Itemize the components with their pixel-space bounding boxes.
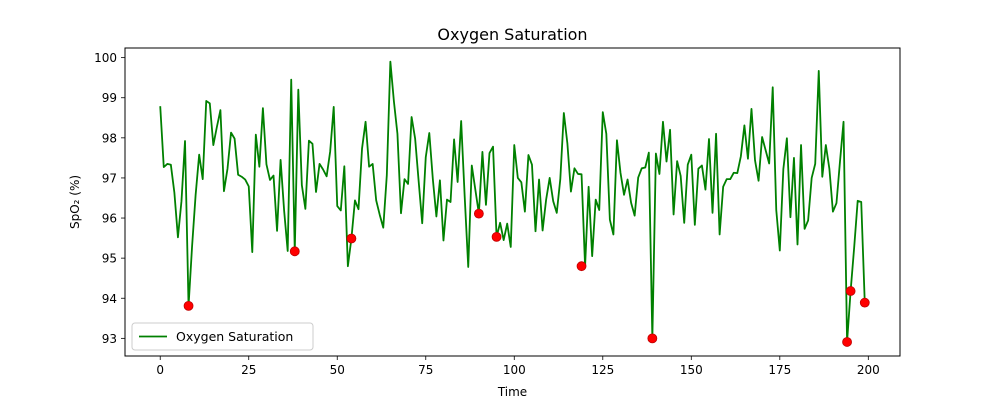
- y-axis-label: SpO₂ (%): [68, 175, 82, 229]
- highlight-point: [473, 208, 484, 219]
- x-axis-ticks: 0 25 50 75 100 125 150 175 200: [156, 356, 880, 377]
- highlight-point: [859, 297, 870, 308]
- highlight-point: [842, 337, 852, 347]
- x-tick-label: 125: [591, 363, 614, 377]
- marker-layer: [183, 208, 870, 347]
- x-tick-label: 150: [680, 363, 703, 377]
- chart-title: Oxygen Saturation: [437, 25, 587, 44]
- y-tick-label: 95: [102, 252, 117, 266]
- y-tick-label: 99: [102, 91, 117, 105]
- legend: Oxygen Saturation: [131, 322, 314, 351]
- highlight-point: [183, 300, 194, 311]
- x-tick-label: 175: [768, 363, 791, 377]
- highlight-point: [491, 231, 502, 242]
- highlight-point: [845, 286, 856, 296]
- highlight-point: [289, 246, 300, 257]
- y-tick-label: 98: [102, 131, 117, 145]
- y-tick-label: 94: [102, 292, 117, 306]
- y-tick-label: 96: [102, 212, 117, 226]
- y-tick-label: 97: [102, 171, 117, 185]
- plot-frame: [124, 47, 901, 357]
- series-line: [159, 60, 866, 343]
- x-tick-label: 75: [418, 363, 433, 377]
- y-tick-label: 100: [94, 51, 117, 65]
- x-tick-label: 200: [857, 363, 880, 377]
- x-axis-label: Time: [497, 385, 527, 399]
- highlight-point: [346, 233, 357, 244]
- legend-box: [131, 322, 314, 351]
- series-layer: [159, 60, 866, 343]
- highlight-point: [647, 333, 658, 344]
- x-tick-label: 100: [503, 363, 526, 377]
- y-tick-label: 93: [102, 332, 117, 346]
- highlight-point: [576, 261, 587, 272]
- y-axis-ticks: 93 94 95 96 97 98 99 100: [94, 51, 125, 346]
- x-tick-label: 25: [241, 363, 256, 377]
- x-tick-label: 50: [330, 363, 345, 377]
- x-tick-label: 0: [156, 363, 164, 377]
- legend-label: Oxygen Saturation: [176, 329, 293, 344]
